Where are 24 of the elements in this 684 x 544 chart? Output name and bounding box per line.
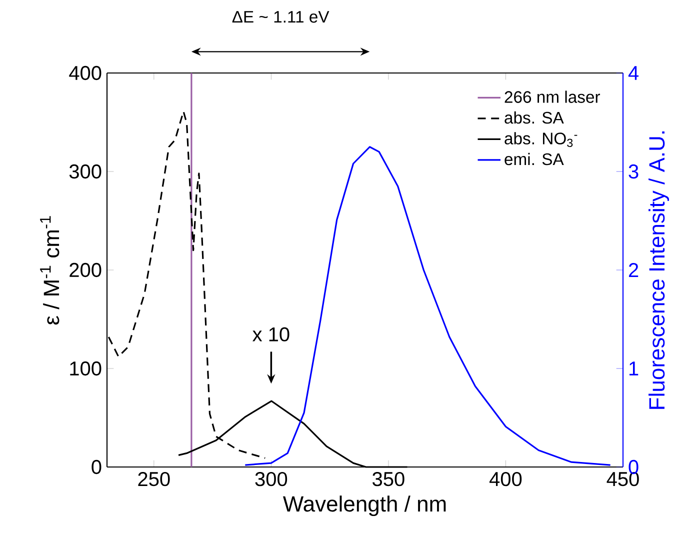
y-tick-label: 100: [70, 361, 102, 376]
x-tick-label: 350: [372, 472, 404, 486]
y-tick-label: 300: [69, 164, 102, 179]
x-tick-label: 450: [606, 472, 639, 486]
y2-tick-label: 2: [628, 263, 638, 277]
y2-tick-label: 0: [628, 460, 638, 474]
y2-axis-title: Fluorescence Intensity / A.U.: [648, 131, 670, 409]
legend-label: 266 nm laser: [504, 90, 600, 103]
legend-label: abs. NO$_{3}$-: [504, 132, 578, 147]
annotation: x 10: [252, 327, 290, 342]
x-axis-title: Wavelength / nm: [282, 496, 446, 516]
x-tick-label: 250: [138, 472, 170, 486]
legend-label: emi. SA: [504, 152, 564, 166]
text: ΔE ~ 1.11 eV: [232, 11, 330, 23]
legend-label: abs. SA: [504, 111, 564, 124]
y2-tick-label: 1: [630, 362, 638, 376]
x-tick-label: 400: [490, 472, 522, 486]
y2-tick-label: 3: [628, 164, 638, 179]
y-tick-label: 400: [69, 66, 102, 80]
y2-tick-label: 4: [628, 66, 639, 80]
x-tick-label: 300: [255, 472, 288, 486]
y-tick-label: 200: [70, 262, 102, 278]
y-tick-label: 0: [92, 460, 102, 474]
y-axis-title: ε / M$^{-1}$ cm$^{-1}$: [40, 216, 60, 325]
